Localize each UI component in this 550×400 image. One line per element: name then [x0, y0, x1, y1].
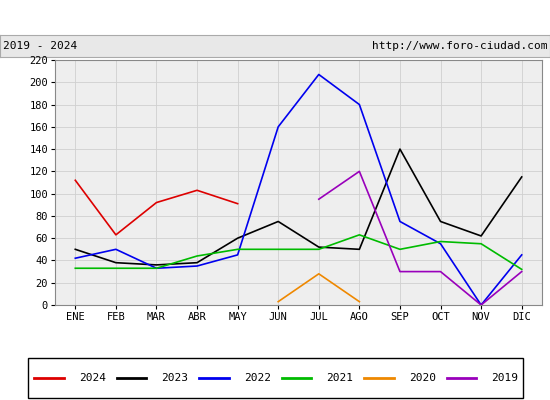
Text: 2024: 2024 — [79, 373, 106, 383]
Text: 2022: 2022 — [244, 373, 271, 383]
Text: 2019: 2019 — [491, 373, 518, 383]
Text: 2023: 2023 — [161, 373, 188, 383]
Text: 2021: 2021 — [326, 373, 353, 383]
Text: Evolucion Nº Turistas Extranjeros en el municipio de La Zarza: Evolucion Nº Turistas Extranjeros en el … — [31, 11, 519, 24]
Text: 2019 - 2024: 2019 - 2024 — [3, 41, 77, 51]
Text: http://www.foro-ciudad.com: http://www.foro-ciudad.com — [372, 41, 547, 51]
Text: 2020: 2020 — [409, 373, 436, 383]
